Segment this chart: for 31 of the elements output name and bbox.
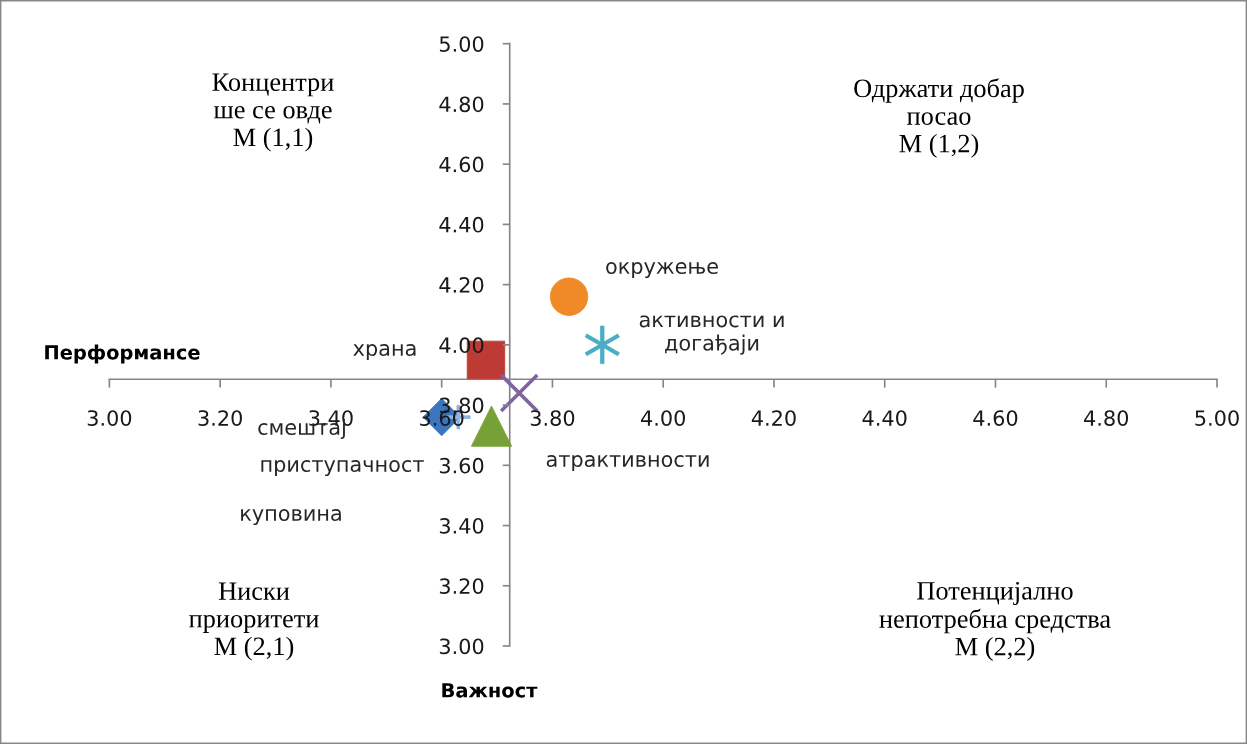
annotation: Одржати добар посао М (1,2) (854, 78, 1024, 158)
point (549, 277, 589, 316)
x-tick-label: 4.40 (862, 410, 907, 426)
annotation: Потенцијално непотребна средства М (2,2) (879, 581, 1111, 661)
x-tick-label: 4.20 (751, 410, 796, 426)
annotation: храна (353, 344, 416, 361)
x-tick-label: 4.00 (641, 410, 686, 426)
annotation: куповина (241, 509, 341, 526)
x-tick-label: 3.00 (87, 410, 132, 426)
x-tick-label: 5.00 (1195, 410, 1239, 426)
y-tick-label: 5.00 (439, 36, 484, 52)
annotation: Концентри ше се овде М (1,1) (212, 73, 334, 152)
annotation: активности и догађаји (639, 315, 784, 355)
y-axis-title: Перформансе (45, 344, 200, 364)
y-tick-label: 4.20 (439, 277, 484, 293)
y-tick-label: 3.20 (439, 578, 484, 594)
y-tick-label: 3.60 (439, 457, 484, 474)
annotation: окружење (606, 262, 718, 279)
y-tick-label: 3.00 (439, 638, 484, 655)
x-tick-label: 3.80 (530, 410, 575, 426)
x-axis-title: Важност (442, 683, 538, 698)
annotation: приступачност (261, 460, 424, 477)
y-tick-label: 4.60 (439, 156, 484, 173)
y-tick-label: 3.40 (439, 517, 484, 534)
annotation: атрактивности (546, 455, 709, 472)
y-tick-label: 4.80 (439, 96, 484, 113)
x-tick-label: 3.20 (198, 410, 242, 426)
annotation: Ниски приоритети М (2,1) (189, 582, 319, 661)
x-tick-label: 4.80 (1084, 410, 1129, 426)
x-tick-label: 4.60 (973, 410, 1018, 426)
y-tick-label: 4.40 (439, 216, 484, 233)
